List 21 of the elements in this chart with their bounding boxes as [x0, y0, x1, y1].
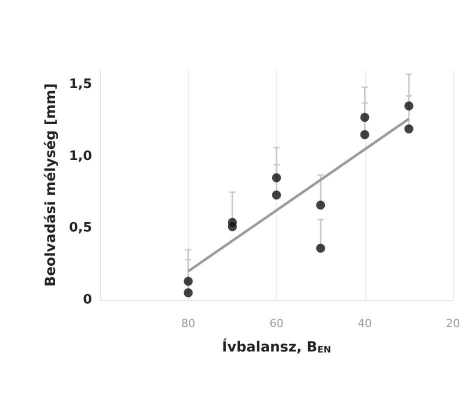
point — [184, 288, 193, 298]
y-tick-label: 1,5 — [68, 76, 92, 92]
y-tick-label: 1,0 — [68, 148, 92, 164]
x-tick-label: 80 — [181, 317, 196, 330]
point — [272, 173, 281, 182]
y-axis-title: Beolvadási mélység [mm] — [43, 83, 59, 287]
point — [316, 244, 326, 253]
point — [360, 130, 370, 140]
point — [404, 124, 414, 134]
point — [272, 190, 281, 200]
point — [184, 276, 193, 286]
point — [360, 112, 370, 122]
x-tick-label: 20 — [446, 317, 460, 330]
x-tick-label: 60 — [270, 317, 284, 330]
point — [228, 222, 237, 232]
y-tick-label: 0 — [82, 292, 92, 308]
x-axis-title: Ívbalansz, BEN — [222, 338, 332, 356]
point — [404, 101, 414, 110]
point — [316, 200, 326, 210]
y-tick-label: 0,5 — [68, 220, 92, 236]
x-tick-label: 40 — [358, 317, 372, 330]
